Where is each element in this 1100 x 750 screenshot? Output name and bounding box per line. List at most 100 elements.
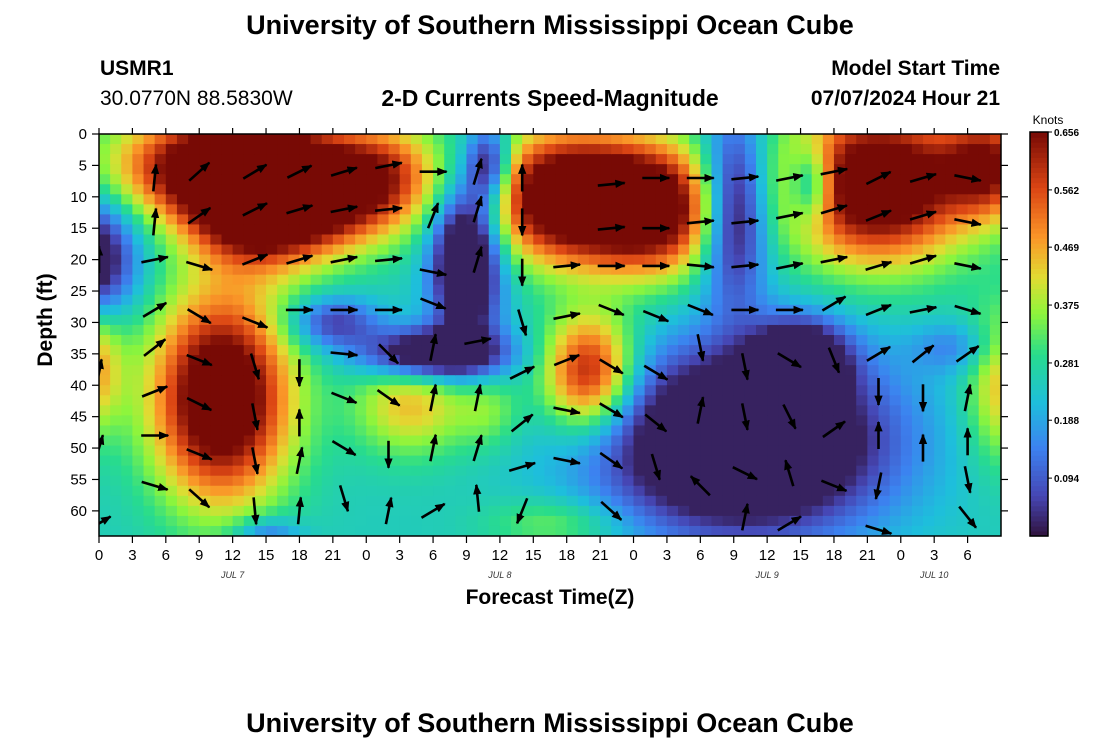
heatmap-cell (767, 284, 779, 296)
colorbar-swatch (1030, 207, 1048, 214)
heatmap-cell (878, 134, 891, 145)
current-vector-arrow (331, 391, 358, 405)
heatmap-cell (588, 144, 601, 155)
heatmap-cell (833, 435, 846, 447)
heatmap-cell (399, 284, 412, 296)
heatmap-cell (511, 164, 523, 175)
heatmap-cell (833, 324, 846, 336)
heatmap-cell (789, 335, 802, 346)
heatmap-cell (310, 294, 323, 306)
heatmap-cell (254, 475, 267, 487)
heatmap-cell (566, 415, 579, 427)
heatmap-cell (310, 385, 323, 396)
heatmap-cell (733, 134, 746, 145)
heatmap-cell (399, 184, 412, 195)
heatmap-cell (934, 254, 946, 266)
heatmap-cell (822, 515, 835, 527)
colorbar-swatch (1030, 293, 1048, 300)
heatmap-cell (544, 355, 557, 366)
heatmap-cell (232, 495, 245, 507)
heatmap-cell (332, 355, 345, 366)
date-label: JUL 8 (487, 570, 511, 580)
heatmap-cell (399, 254, 412, 266)
heatmap-cell (533, 495, 546, 507)
heatmap-cell (388, 284, 401, 296)
heatmap-cell (856, 184, 868, 195)
heatmap-cell (989, 144, 1001, 155)
heatmap-cell (845, 435, 857, 447)
current-vector-arrow (429, 433, 438, 462)
heatmap-cell (900, 164, 913, 175)
heatmap-cell (99, 425, 111, 437)
heatmap-cell (199, 395, 211, 406)
heatmap-cell (767, 214, 779, 226)
heatmap-cell (756, 425, 768, 437)
heatmap-cell (99, 204, 111, 215)
heatmap-cell (188, 194, 200, 205)
heatmap-cell (366, 485, 378, 497)
heatmap-cell (800, 395, 813, 406)
heatmap-cell (856, 355, 868, 366)
heatmap-cell (377, 234, 390, 246)
x-tick-label: 15 (258, 547, 275, 564)
heatmap-cell (355, 405, 367, 416)
heatmap-cell (856, 194, 868, 205)
heatmap-cell (533, 324, 546, 336)
heatmap-cell (900, 224, 913, 236)
current-vector-arrow (642, 309, 670, 323)
heatmap-cell (332, 164, 345, 175)
heatmap-cell (900, 375, 913, 386)
heatmap-cell (833, 415, 846, 427)
heatmap-cell (989, 455, 1001, 467)
heatmap-cell (756, 244, 768, 256)
heatmap-cell (711, 515, 724, 527)
heatmap-cell (332, 405, 345, 416)
station-coordinates: 30.0770N 88.5830W (100, 87, 293, 110)
heatmap-cell (934, 264, 946, 276)
heatmap-cell (165, 184, 178, 195)
heatmap-cell (644, 224, 657, 236)
current-vector-arrow (150, 207, 160, 236)
heatmap-cell (666, 365, 679, 376)
heatmap-cell (377, 525, 390, 536)
heatmap-cell (455, 515, 468, 527)
heatmap-cell (299, 475, 312, 487)
heatmap-cell (633, 214, 646, 226)
heatmap-cell (867, 144, 880, 155)
heatmap-cell (945, 475, 958, 487)
heatmap-cell (444, 495, 456, 507)
heatmap-cell (377, 385, 390, 396)
heatmap-cell (99, 314, 111, 326)
heatmap-cell (600, 184, 612, 195)
heatmap-cell (377, 284, 390, 296)
heatmap-cell (199, 465, 211, 477)
heatmap-cell (778, 194, 791, 205)
heatmap-cell (99, 445, 111, 457)
heatmap-cell (666, 465, 679, 477)
heatmap-cell (555, 184, 568, 195)
heatmap-cell (767, 154, 779, 165)
heatmap-cell (900, 144, 913, 155)
heatmap-cell (243, 244, 256, 256)
heatmap-cell (455, 174, 468, 185)
current-vector-arrow (509, 365, 536, 380)
heatmap-cell (143, 244, 156, 256)
heatmap-cell (277, 284, 289, 296)
heatmap-cell (633, 164, 646, 175)
colorbar-swatch (1030, 243, 1048, 249)
heatmap-cell (923, 144, 935, 155)
heatmap-cell (332, 324, 345, 336)
current-vector-arrow (338, 485, 350, 513)
heatmap-cell (845, 214, 857, 226)
heatmap-cell (867, 505, 880, 517)
heatmap-cell (856, 264, 868, 276)
heatmap-cell (678, 294, 690, 306)
heatmap-cell (833, 385, 846, 396)
heatmap-cell (143, 294, 156, 306)
heatmap-cell (566, 425, 579, 437)
heatmap-cell (945, 314, 958, 326)
heatmap-cell (989, 395, 1001, 406)
heatmap-cell (756, 365, 768, 376)
heatmap-cell (488, 134, 501, 145)
heatmap-cell (110, 335, 122, 346)
